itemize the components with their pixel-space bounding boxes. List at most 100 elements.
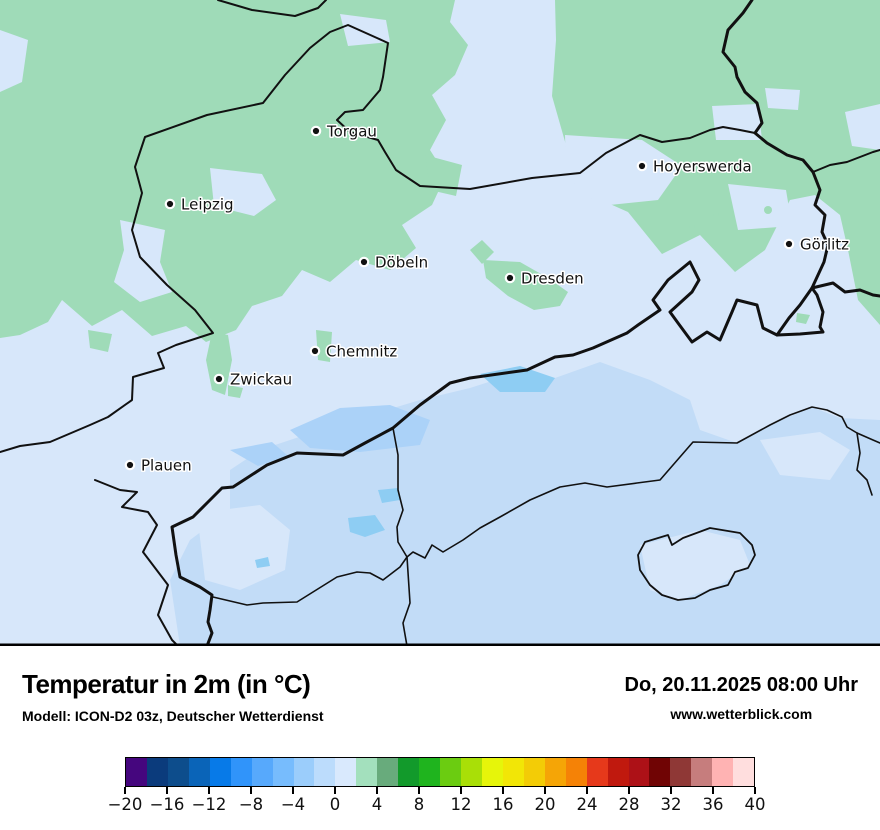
city-dot [124, 459, 136, 471]
green-patch-zwickau [228, 385, 243, 398]
colorbar-segment [251, 758, 273, 786]
colorbar-segment [188, 758, 210, 786]
colorbar-tick-label: −12 [191, 795, 227, 814]
colorbar-segment [146, 758, 168, 786]
colorbar-segment [733, 758, 755, 786]
colorbar-segment [544, 758, 566, 786]
temperature-colorbar: −20 −16 −12 −8 −4 0 4 8 12 16 20 24 28 32 36 40 [108, 757, 766, 827]
map-bottom-divider [0, 643, 880, 646]
colorbar-segment [628, 758, 650, 786]
colorbar-tick [502, 787, 504, 794]
colorbar-tick-label: 28 [618, 795, 640, 814]
city-marker-dresden: Dresden [504, 268, 585, 289]
pale-pocket-hoyerswerda [565, 135, 682, 206]
pale-pocket [712, 104, 762, 140]
border-enclave-loop [637, 527, 756, 601]
city-marker-görlitz: Görlitz [783, 234, 851, 255]
city-marker-chemnitz: Chemnitz [309, 341, 399, 362]
colorbar-tick-label: 40 [744, 795, 766, 814]
city-dot [309, 345, 321, 357]
city-dot [213, 373, 225, 385]
colorbar-tick [712, 787, 714, 794]
colorbar-tick [208, 787, 210, 794]
colorbar-tick-label: 20 [534, 795, 556, 814]
colorbar-segment [712, 758, 734, 786]
border-northeast-corner [812, 149, 880, 173]
green-island [764, 206, 772, 214]
colorbar-tick-label: −8 [238, 795, 264, 814]
website-url: www.wetterblick.com [670, 706, 813, 722]
city-dot [164, 198, 176, 210]
colorbar-tick [754, 787, 756, 794]
colorbar-segment [314, 758, 336, 786]
border-zittau-wedge [775, 286, 825, 337]
city-label: Torgau [326, 123, 377, 141]
valid-datetime: Do, 20.11.2025 08:00 Uhr [624, 674, 858, 696]
colorbar-segment [398, 758, 420, 786]
colorbar-tick [124, 787, 126, 794]
colorbar-segment [440, 758, 461, 786]
city-dot [636, 160, 648, 172]
colorbar-segment [691, 758, 713, 786]
colorbar-segment [293, 758, 315, 786]
city-label: Plauen [141, 457, 192, 475]
colorbar-tick [586, 787, 588, 794]
colorbar-tick [292, 787, 294, 794]
colorbar-tick [670, 787, 672, 794]
colorbar-ticks: −20 −16 −12 −8 −4 0 4 8 12 16 20 24 28 32 36 40 [108, 787, 766, 827]
border-east-continuation [810, 281, 880, 298]
border-poland-north [721, 0, 815, 174]
colorbar-tick-label: 16 [492, 795, 514, 814]
pale-pocket [0, 30, 28, 92]
border-czech-inner [856, 432, 873, 496]
border-czech-inner [212, 406, 880, 606]
border-west-north [0, 24, 756, 453]
colorbar-tick-label: 24 [576, 795, 598, 814]
green-patch-zwickau [206, 332, 232, 395]
city-label: Dresden [521, 270, 584, 288]
green-island [425, 155, 462, 196]
colorbar-tick-label: 36 [702, 795, 724, 814]
city-label: Leipzig [181, 196, 234, 214]
city-label: Hoyerswerda [653, 158, 752, 176]
green-patch-dresden [483, 260, 568, 310]
green-patch-zittau [796, 313, 810, 324]
border-czech-inner [392, 427, 408, 558]
colorbar-segment [230, 758, 252, 786]
model-info: Modell: ICON-D2 03z, Deutscher Wetterdie… [22, 707, 324, 724]
colorbar-tick [250, 787, 252, 794]
city-dot [358, 256, 370, 268]
colorbar-segment [335, 758, 357, 786]
footer-left: Temperatur in 2m (in °C) Modell: ICON-D2… [22, 670, 324, 724]
colorbar-segment [272, 758, 294, 786]
colorbar-segment [607, 758, 629, 786]
cold-spot [255, 557, 270, 568]
colorbar-segment [461, 758, 482, 786]
cold-spot [378, 488, 400, 503]
city-dot [783, 238, 795, 250]
city-marker-plauen: Plauen [124, 455, 193, 476]
colorbar-segment [481, 758, 503, 786]
colorbar-tick-label: 0 [329, 795, 341, 814]
green-patch-dresden [470, 240, 494, 264]
colorbar-segment [126, 758, 147, 786]
colorbar-tick [334, 787, 336, 794]
colorbar-tick [418, 787, 420, 794]
colorbar-tick-label: 32 [660, 795, 682, 814]
footer: Temperatur in 2m (in °C) Modell: ICON-D2… [0, 646, 880, 756]
colorbar-segment [356, 758, 378, 786]
colorbar-tick-label: 12 [450, 795, 472, 814]
border-stub-top [217, 0, 327, 17]
pale-pocket [210, 168, 276, 216]
colorbar-segment [649, 758, 671, 786]
green-patch-chemnitz [316, 330, 332, 362]
green-island [689, 224, 695, 230]
colorbar-tick [544, 787, 546, 794]
field-green-northeast [552, 0, 880, 325]
pale-pocket [765, 88, 800, 110]
colorbar-segment [167, 758, 189, 786]
cold-spot [348, 515, 385, 537]
colorbar-tick [628, 787, 630, 794]
colorbar-tick-label: −4 [280, 795, 306, 814]
